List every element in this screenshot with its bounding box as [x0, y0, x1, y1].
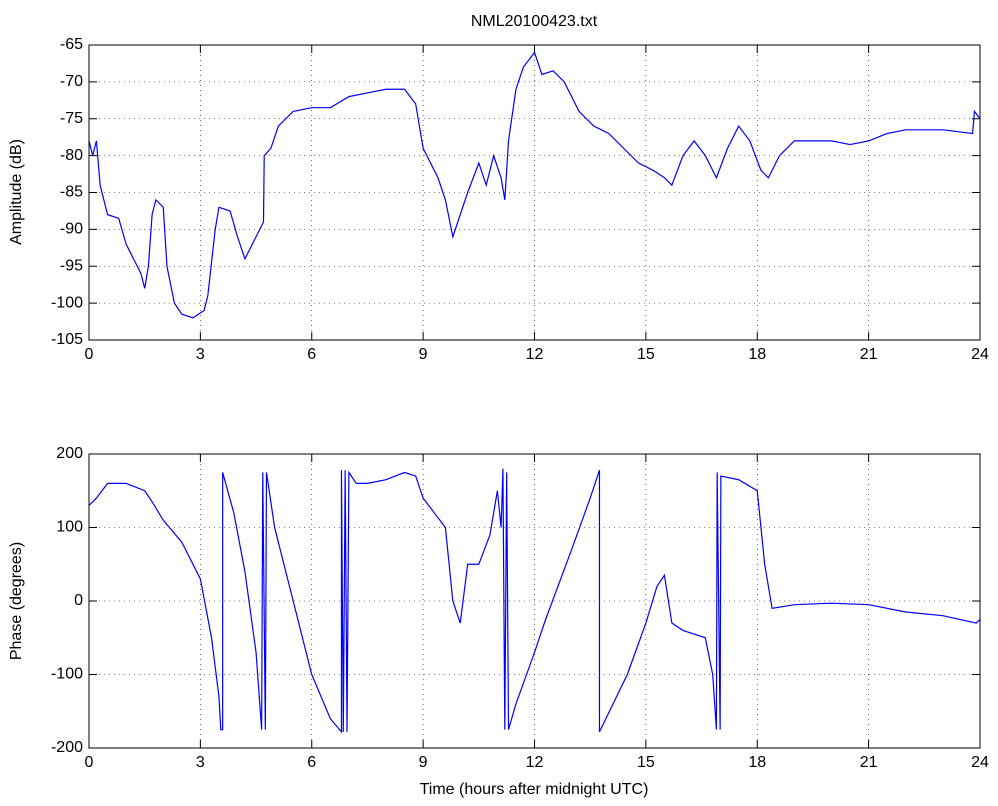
y-tick-label: 0: [74, 592, 83, 609]
x-tick-label: 3: [196, 346, 205, 363]
x-tick-label: 21: [860, 754, 878, 771]
x-tick-label: 12: [526, 346, 544, 363]
y-tick-label: -200: [51, 739, 83, 756]
y-tick-label: -75: [60, 110, 83, 127]
y-tick-label: -70: [60, 73, 83, 90]
y-tick-label: 200: [56, 445, 83, 462]
x-tick-label: 15: [637, 346, 655, 363]
x-tick-label: 6: [307, 346, 316, 363]
x-tick-label: 0: [85, 346, 94, 363]
y-tick-label: -80: [60, 147, 83, 164]
x-tick-label: 18: [748, 754, 766, 771]
y-tick-label: 100: [56, 519, 83, 536]
x-tick-label: 9: [419, 346, 428, 363]
y-tick-label: -100: [51, 294, 83, 311]
x-tick-label: 9: [419, 754, 428, 771]
x-axis-label: Time (hours after midnight UTC): [420, 781, 649, 798]
x-tick-label: 21: [860, 346, 878, 363]
data-line: [89, 51, 980, 319]
y-tick-label: -65: [60, 36, 83, 53]
y-tick-label: -85: [60, 184, 83, 201]
y-axis-label: Phase (degrees): [8, 542, 25, 660]
x-tick-label: 24: [971, 346, 989, 363]
x-tick-label: 18: [748, 346, 766, 363]
plot-frame: [88, 44, 981, 341]
x-tick-label: 24: [971, 754, 989, 771]
y-tick-label: -100: [51, 666, 83, 683]
y-axis-label: Amplitude (dB): [8, 139, 25, 245]
y-tick-label: -105: [51, 331, 83, 348]
x-tick-label: 12: [526, 754, 544, 771]
data-line: [89, 468, 980, 734]
y-tick-label: -95: [60, 257, 83, 274]
x-tick-label: 6: [307, 754, 316, 771]
y-tick-label: -90: [60, 221, 83, 238]
plot-frame: [88, 453, 981, 749]
x-tick-label: 15: [637, 754, 655, 771]
chart-title: NML20100423.txt: [471, 13, 598, 30]
x-tick-label: 3: [196, 754, 205, 771]
x-tick-label: 0: [85, 754, 94, 771]
